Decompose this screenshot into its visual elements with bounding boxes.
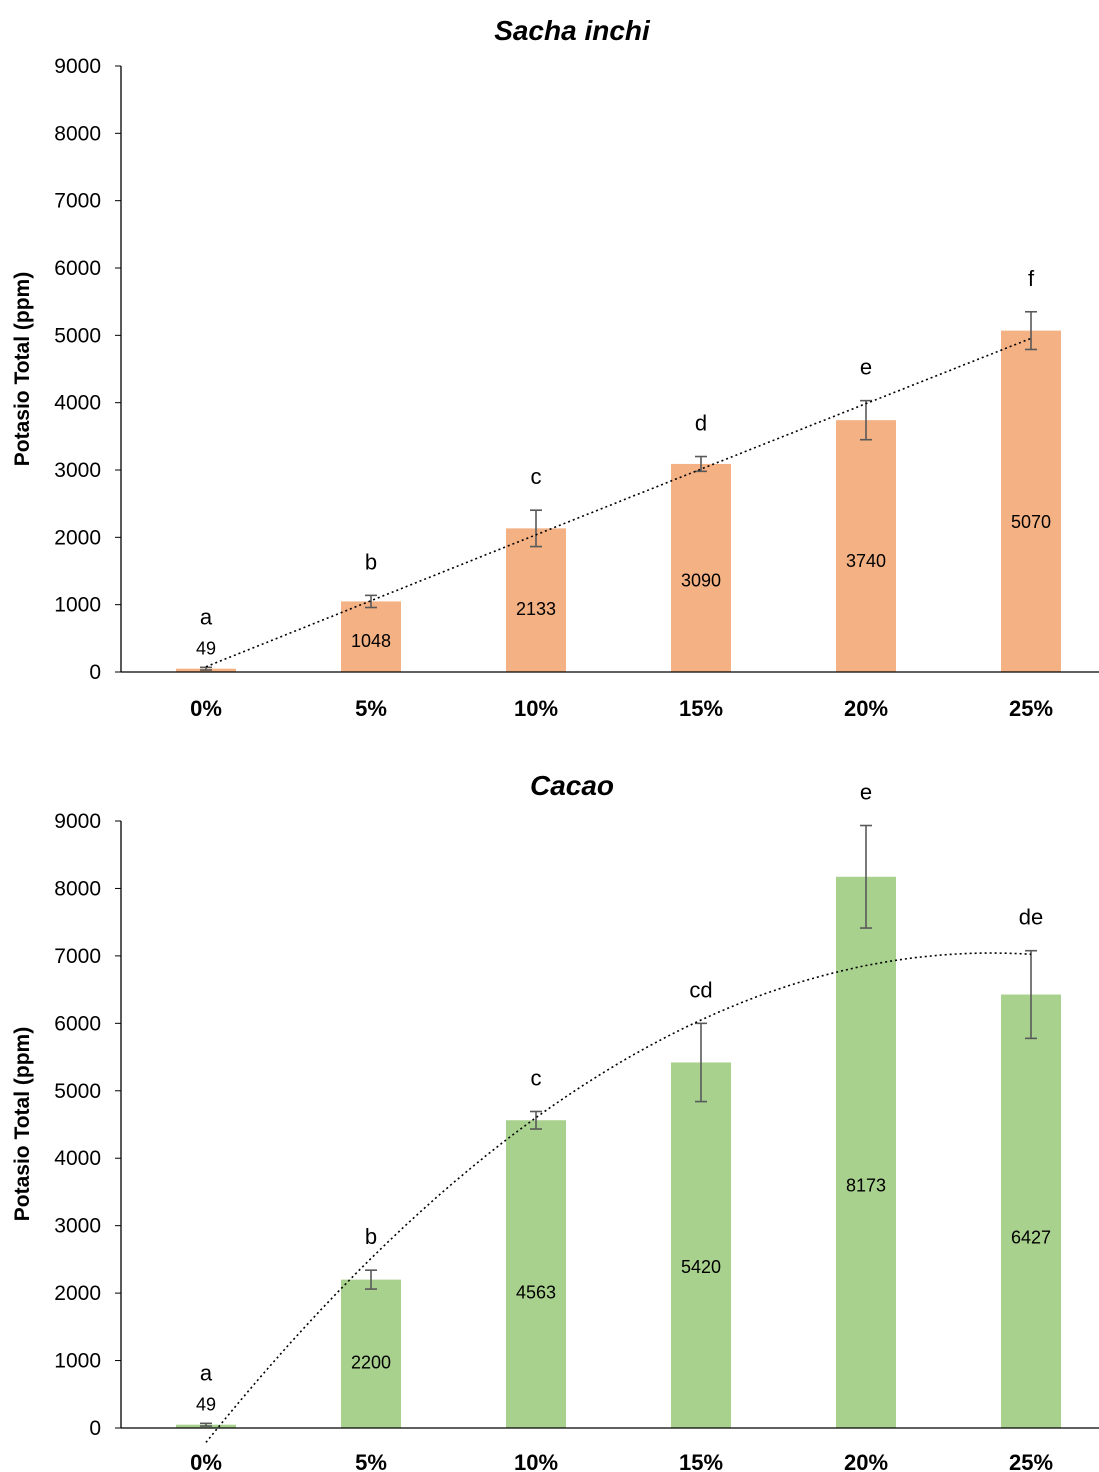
significance-letter: c bbox=[531, 464, 542, 489]
significance-letter: a bbox=[200, 605, 213, 630]
x-tick-label: 10% bbox=[514, 696, 558, 721]
significance-letter: d bbox=[695, 411, 707, 436]
significance-letter: e bbox=[860, 355, 872, 380]
significance-letter: cd bbox=[689, 977, 712, 1002]
bar bbox=[506, 1120, 566, 1428]
y-axis-title: Potasio Total (ppm) bbox=[11, 1027, 34, 1221]
y-tick-label: 0 bbox=[89, 1417, 101, 1440]
y-tick-label: 3000 bbox=[54, 1215, 101, 1238]
data-label: 8173 bbox=[846, 1175, 886, 1195]
y-tick-label: 0 bbox=[89, 661, 101, 684]
significance-letter: e bbox=[860, 780, 872, 805]
data-label: 3090 bbox=[681, 570, 721, 590]
x-tick-label: 5% bbox=[355, 1450, 387, 1472]
bar bbox=[1001, 994, 1061, 1428]
y-tick-label: 7000 bbox=[54, 945, 101, 968]
bar bbox=[341, 1279, 401, 1428]
bar bbox=[836, 420, 896, 672]
significance-letter: a bbox=[200, 1361, 213, 1386]
significance-letter: de bbox=[1019, 905, 1043, 930]
chart-title: Sacha inchi bbox=[494, 15, 651, 46]
data-label: 1048 bbox=[351, 631, 391, 651]
data-label: 3740 bbox=[846, 551, 886, 571]
x-tick-label: 25% bbox=[1009, 696, 1053, 721]
y-tick-label: 5000 bbox=[54, 324, 101, 347]
bar bbox=[506, 528, 566, 672]
y-tick-label: 3000 bbox=[54, 459, 101, 482]
y-tick-label: 2000 bbox=[54, 526, 101, 549]
data-label: 6427 bbox=[1011, 1227, 1051, 1247]
y-tick-label: 5000 bbox=[54, 1080, 101, 1103]
data-label: 5420 bbox=[681, 1257, 721, 1277]
significance-letter: c bbox=[531, 1065, 542, 1090]
y-axis-title: Potasio Total (ppm) bbox=[11, 272, 34, 466]
x-tick-label: 15% bbox=[679, 1450, 723, 1472]
bar bbox=[671, 1062, 731, 1428]
significance-letter: b bbox=[365, 1224, 377, 1249]
trendline bbox=[205, 952, 1032, 1443]
x-tick-label: 0% bbox=[190, 696, 222, 721]
y-tick-label: 6000 bbox=[54, 257, 101, 280]
y-tick-label: 1000 bbox=[54, 1350, 101, 1373]
x-tick-label: 0% bbox=[190, 1450, 222, 1472]
y-tick-label: 8000 bbox=[54, 122, 101, 145]
y-tick-label: 7000 bbox=[54, 190, 101, 213]
significance-letter: f bbox=[1028, 266, 1035, 291]
x-tick-label: 20% bbox=[844, 696, 888, 721]
bar bbox=[1001, 330, 1061, 672]
significance-letter: b bbox=[365, 549, 377, 574]
y-tick-label: 9000 bbox=[54, 55, 101, 78]
y-tick-label: 6000 bbox=[54, 1012, 101, 1035]
data-label: 4563 bbox=[516, 1283, 556, 1303]
y-tick-label: 1000 bbox=[54, 594, 101, 617]
chart-sacha-inchi: Sacha inchi Potasio Total (ppm) 0 1000 2000 3… bbox=[11, 15, 1099, 721]
data-label: 2200 bbox=[351, 1353, 391, 1373]
y-tick-label: 4000 bbox=[54, 392, 101, 415]
y-tick-label: 8000 bbox=[54, 877, 101, 900]
y-tick-label: 2000 bbox=[54, 1282, 101, 1305]
bar bbox=[671, 463, 731, 672]
y-tick-label: 4000 bbox=[54, 1147, 101, 1170]
data-label: 5070 bbox=[1011, 512, 1051, 532]
data-label: 49 bbox=[196, 639, 216, 659]
data-label: 2133 bbox=[516, 599, 556, 619]
x-tick-label: 15% bbox=[679, 696, 723, 721]
trendline bbox=[205, 337, 1032, 668]
x-tick-label: 5% bbox=[355, 696, 387, 721]
x-tick-label: 25% bbox=[1009, 1450, 1053, 1472]
bar bbox=[836, 876, 896, 1428]
x-tick-label: 20% bbox=[844, 1450, 888, 1472]
x-tick-label: 10% bbox=[514, 1450, 558, 1472]
data-label: 49 bbox=[196, 1395, 216, 1415]
y-tick-label: 9000 bbox=[54, 810, 101, 833]
bar bbox=[341, 601, 401, 672]
chart-cacao: Cacao Potasio Total (ppm) 0 1000 2000 3000 400… bbox=[11, 770, 1099, 1472]
chart-title: Cacao bbox=[530, 770, 614, 801]
